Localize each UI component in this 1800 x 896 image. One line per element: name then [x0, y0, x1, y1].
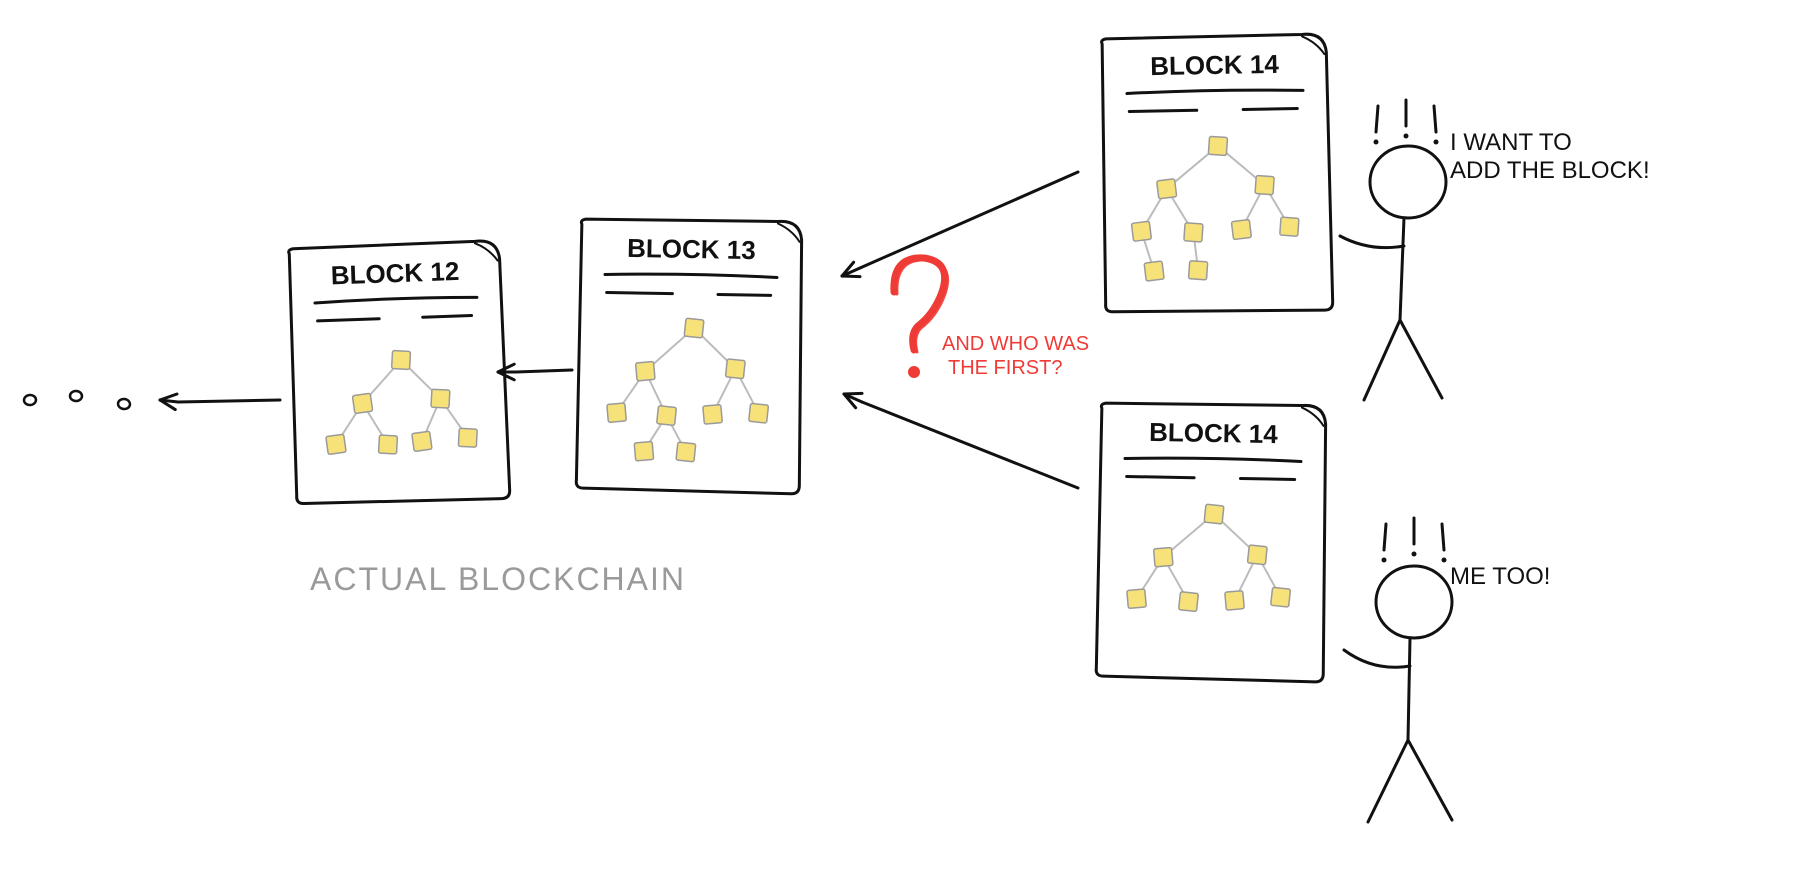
block-b14b: BLOCK 14	[1096, 402, 1328, 682]
person-p1-speech1: I WANT TO	[1450, 129, 1572, 156]
person-p2: ME TOO!	[1344, 518, 1550, 822]
question-line1: AND WHO WAS	[942, 333, 1089, 355]
ellipsis-dots	[24, 391, 131, 410]
block-b14a-title: BLOCK 14	[1150, 49, 1280, 81]
question-mark-group: AND WHO WASTHE FIRST?	[894, 258, 1089, 379]
arrow-a14a_to_13	[842, 172, 1078, 277]
arrow-a13_to_12	[498, 364, 572, 380]
block-b13-title: BLOCK 13	[627, 233, 756, 265]
diagram-svg: BLOCK 12 BLOCK 13 BLOCK 14 BLOCK 14 ACTUAL B…	[0, 0, 1800, 896]
block-b13: BLOCK 13	[576, 218, 804, 494]
block-b12: BLOCK 12	[288, 240, 510, 505]
diagram-stage: BLOCK 12 BLOCK 13 BLOCK 14 BLOCK 14 ACTUAL B…	[0, 0, 1800, 896]
block-b14a: BLOCK 14	[1101, 34, 1333, 314]
person-p1: I WANT TOADD THE BLOCK!	[1340, 100, 1650, 400]
block-b14b-title: BLOCK 14	[1149, 417, 1279, 449]
caption-actual-blockchain: ACTUAL BLOCKCHAIN	[310, 561, 686, 597]
question-line2: THE FIRST?	[948, 357, 1062, 379]
arrow-a12_to_dots	[160, 394, 280, 410]
person-p1-speech2: ADD THE BLOCK!	[1450, 157, 1650, 184]
arrow-a14b_to_13	[844, 393, 1078, 488]
block-b12-title: BLOCK 12	[330, 256, 460, 290]
person-p2-speech1: ME TOO!	[1450, 563, 1550, 590]
